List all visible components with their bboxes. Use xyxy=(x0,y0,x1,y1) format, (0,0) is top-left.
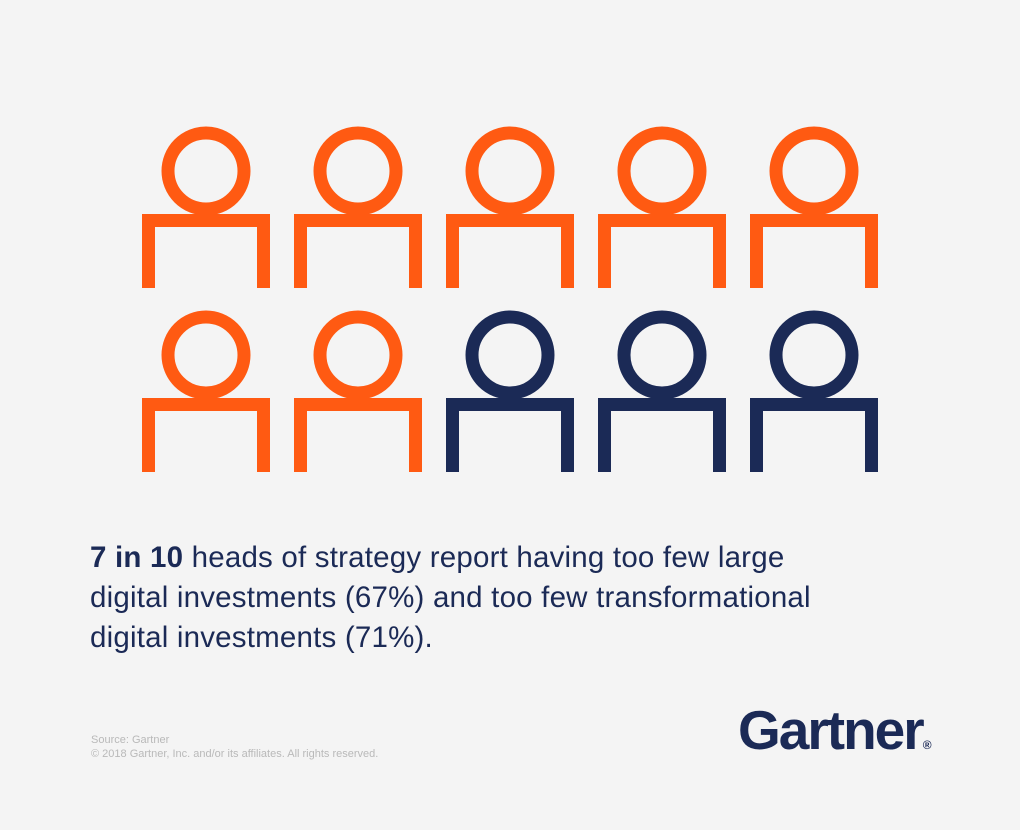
person-icon xyxy=(750,310,878,472)
copyright-text: © 2018 Gartner, Inc. and/or its affiliat… xyxy=(91,748,379,760)
person-icon xyxy=(598,310,726,472)
person-icon-highlighted xyxy=(598,126,726,288)
person-head xyxy=(769,126,859,216)
person-head xyxy=(617,310,707,400)
caption-highlight: 7 in 10 xyxy=(90,541,184,574)
person-icon-highlighted xyxy=(142,310,270,472)
person-icon-highlighted xyxy=(446,126,574,288)
source-note: Source: Gartner © 2018 Gartner, Inc. and… xyxy=(91,733,378,761)
person-head xyxy=(161,310,251,400)
gartner-logo: Gartner® xyxy=(738,700,932,775)
person-head xyxy=(313,126,403,216)
person-head xyxy=(313,310,403,400)
person-body xyxy=(598,214,726,288)
person-body xyxy=(294,398,422,472)
pictogram xyxy=(142,126,878,472)
person-icon-highlighted xyxy=(750,126,878,288)
person-icon-highlighted xyxy=(294,126,422,288)
person-head xyxy=(465,126,555,216)
person-head xyxy=(465,310,555,400)
caption-line-3: digital investments (71%). xyxy=(90,621,433,654)
person-head xyxy=(769,310,859,400)
caption: 7 in 10 heads of strategy report having … xyxy=(90,538,811,658)
person-body xyxy=(750,214,878,288)
person-body xyxy=(446,398,574,472)
person-icon-highlighted xyxy=(294,310,422,472)
source-text: Source: Gartner xyxy=(91,734,170,746)
person-body xyxy=(750,398,878,472)
caption-line-2: digital investments (67%) and too few tr… xyxy=(90,581,811,614)
person-icon-highlighted xyxy=(142,126,270,288)
person-icon xyxy=(446,310,574,472)
caption-line-1: heads of strategy report having too few … xyxy=(183,541,785,574)
person-head xyxy=(161,126,251,216)
person-body xyxy=(598,398,726,472)
person-body xyxy=(294,214,422,288)
logo-text: Gartner xyxy=(738,699,925,761)
person-body xyxy=(142,398,270,472)
person-head xyxy=(617,126,707,216)
person-body xyxy=(142,214,270,288)
person-body xyxy=(446,214,574,288)
registered-mark: ® xyxy=(922,738,932,752)
